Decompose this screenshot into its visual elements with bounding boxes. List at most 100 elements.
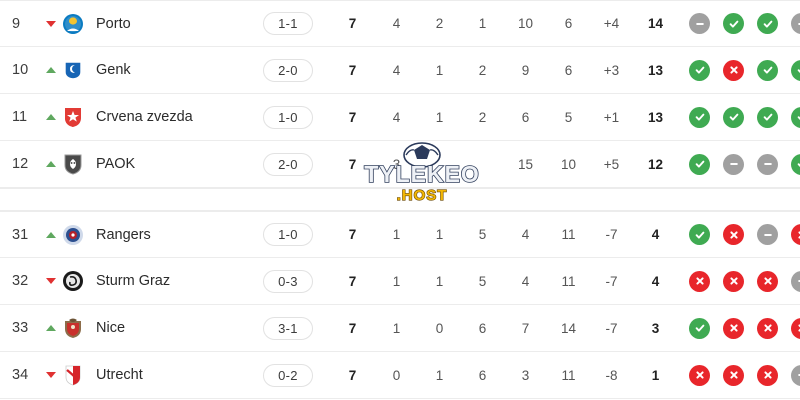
table-row[interactable]: 9 Porto 1-1 7 4 2 1 10 6 +4 14 (0, 0, 800, 47)
matches-played: 7 (348, 320, 357, 336)
goals-for: 7 (521, 320, 530, 336)
movement-down-icon (42, 278, 60, 284)
last-score-cell[interactable]: 1-1 (246, 12, 330, 35)
form-cell (678, 153, 800, 175)
form-loss-cross-icon[interactable] (723, 317, 744, 339)
matches-played: 7 (348, 273, 357, 289)
form-win-check-icon[interactable] (791, 106, 800, 128)
form-loss-cross-icon[interactable] (757, 317, 778, 339)
form-win-check-icon[interactable] (791, 59, 800, 81)
form-loss-cross-icon[interactable] (723, 364, 744, 386)
wins: 4 (392, 62, 401, 78)
form-win-check-icon[interactable] (689, 224, 710, 245)
form-win-check-icon[interactable] (689, 59, 710, 81)
form-loss-cross-icon[interactable] (723, 270, 744, 292)
form-cell (678, 13, 800, 34)
last-score-cell[interactable]: 0-3 (246, 269, 330, 293)
table-row[interactable]: 34 Utrecht 0-2 7 0 1 6 3 11 -8 1 (0, 352, 800, 399)
form-loss-cross-icon[interactable] (757, 364, 778, 386)
rank: 9 (12, 15, 21, 32)
form-cell (678, 317, 800, 339)
team-name[interactable]: Sturm Graz (96, 273, 171, 289)
form-win-check-icon[interactable] (689, 106, 710, 128)
form-win-check-icon[interactable] (791, 153, 800, 175)
form-draw-dash-icon[interactable] (723, 153, 744, 175)
last-score-cell[interactable]: 2-0 (246, 58, 330, 82)
form-loss-cross-icon[interactable] (757, 270, 778, 292)
form-loss-cross-icon[interactable] (689, 364, 710, 386)
form-cell (678, 270, 800, 292)
last-score-cell[interactable]: 3-1 (246, 316, 330, 340)
last-score-cell[interactable]: 0-2 (246, 363, 330, 387)
losses: 2 (478, 109, 487, 125)
form-win-check-icon[interactable] (689, 153, 710, 175)
score-pill: 1-0 (263, 223, 313, 246)
wins: 1 (392, 227, 401, 242)
table-row[interactable]: 10 Genk 2-0 7 4 1 2 9 6 +3 13 (0, 47, 800, 94)
losses: 6 (478, 320, 487, 336)
goals-for: 3 (521, 367, 530, 383)
score-pill: 1-1 (263, 12, 313, 35)
rangers-crest-icon (60, 224, 86, 246)
form-loss-cross-icon[interactable] (791, 317, 800, 339)
nice-crest-icon (60, 317, 86, 339)
matches-played: 7 (348, 109, 357, 125)
goal-difference: +3 (603, 62, 620, 78)
last-score-cell[interactable]: 1-0 (246, 105, 330, 129)
form-draw-dash-icon[interactable] (791, 270, 800, 292)
losses: 1 (478, 16, 487, 31)
form-win-check-icon[interactable] (757, 13, 778, 34)
team-name[interactable]: Crvena zvezda (96, 109, 193, 125)
matches-played: 7 (348, 367, 357, 383)
rank: 33 (12, 320, 29, 336)
team-name[interactable]: PAOK (96, 156, 136, 172)
form-draw-dash-icon[interactable] (757, 224, 778, 245)
draws: 1 (435, 62, 444, 78)
movement-up-icon (42, 325, 60, 331)
team-name[interactable]: Utrecht (96, 367, 143, 383)
team-name[interactable]: Porto (96, 15, 131, 32)
score-pill: 1-0 (263, 105, 313, 129)
goals-for: 6 (521, 109, 530, 125)
team-name[interactable]: Rangers (96, 226, 151, 243)
goals-against: 6 (564, 62, 573, 78)
movement-up-icon (42, 231, 60, 238)
form-win-check-icon[interactable] (723, 13, 744, 34)
genk-crest-icon (60, 59, 86, 81)
form-win-check-icon[interactable] (757, 59, 778, 81)
draws: 0 (435, 320, 444, 336)
form-loss-cross-icon[interactable] (723, 59, 744, 81)
table-row[interactable]: 12 PAOK 2-0 7 3 15 10 +5 12 (0, 141, 800, 188)
last-score-cell[interactable]: 1-0 (246, 223, 330, 246)
table-row[interactable]: 33 Nice 3-1 7 1 0 6 7 14 -7 3 (0, 305, 800, 352)
draws: 2 (435, 16, 444, 31)
matches-played: 7 (348, 62, 357, 78)
table-row[interactable]: 11 Crvena zvezda 1-0 7 4 1 2 6 5 +1 13 (0, 94, 800, 141)
goals-against: 11 (561, 227, 576, 242)
rank: 11 (12, 109, 28, 125)
draws: 1 (435, 367, 444, 383)
sturm-graz-crest-icon (60, 270, 86, 292)
matches-played: 7 (348, 16, 357, 31)
form-loss-cross-icon[interactable] (723, 224, 744, 245)
team-name[interactable]: Genk (96, 62, 131, 78)
last-score-cell[interactable]: 2-0 (246, 152, 330, 176)
form-draw-dash-icon[interactable] (791, 13, 800, 34)
goals-for: 9 (521, 62, 530, 78)
goal-difference: -7 (605, 320, 618, 336)
form-win-check-icon[interactable] (757, 106, 778, 128)
table-row[interactable]: 32 Sturm Graz 0-3 7 1 1 5 4 11 -7 4 (0, 258, 800, 305)
wins: 4 (392, 16, 401, 31)
form-loss-cross-icon[interactable] (689, 270, 710, 292)
form-win-check-icon[interactable] (723, 106, 744, 128)
form-loss-cross-icon[interactable] (791, 224, 800, 245)
form-draw-dash-icon[interactable] (791, 364, 800, 386)
form-draw-dash-icon[interactable] (689, 13, 710, 34)
table-row[interactable]: 31 Rangers 1-0 7 1 1 5 4 11 -7 4 (0, 211, 800, 258)
draws: 1 (435, 273, 444, 289)
rank: 31 (12, 226, 29, 243)
goals-against: 11 (561, 273, 576, 289)
form-win-check-icon[interactable] (689, 317, 710, 339)
form-draw-dash-icon[interactable] (757, 153, 778, 175)
team-name[interactable]: Nice (96, 320, 126, 336)
